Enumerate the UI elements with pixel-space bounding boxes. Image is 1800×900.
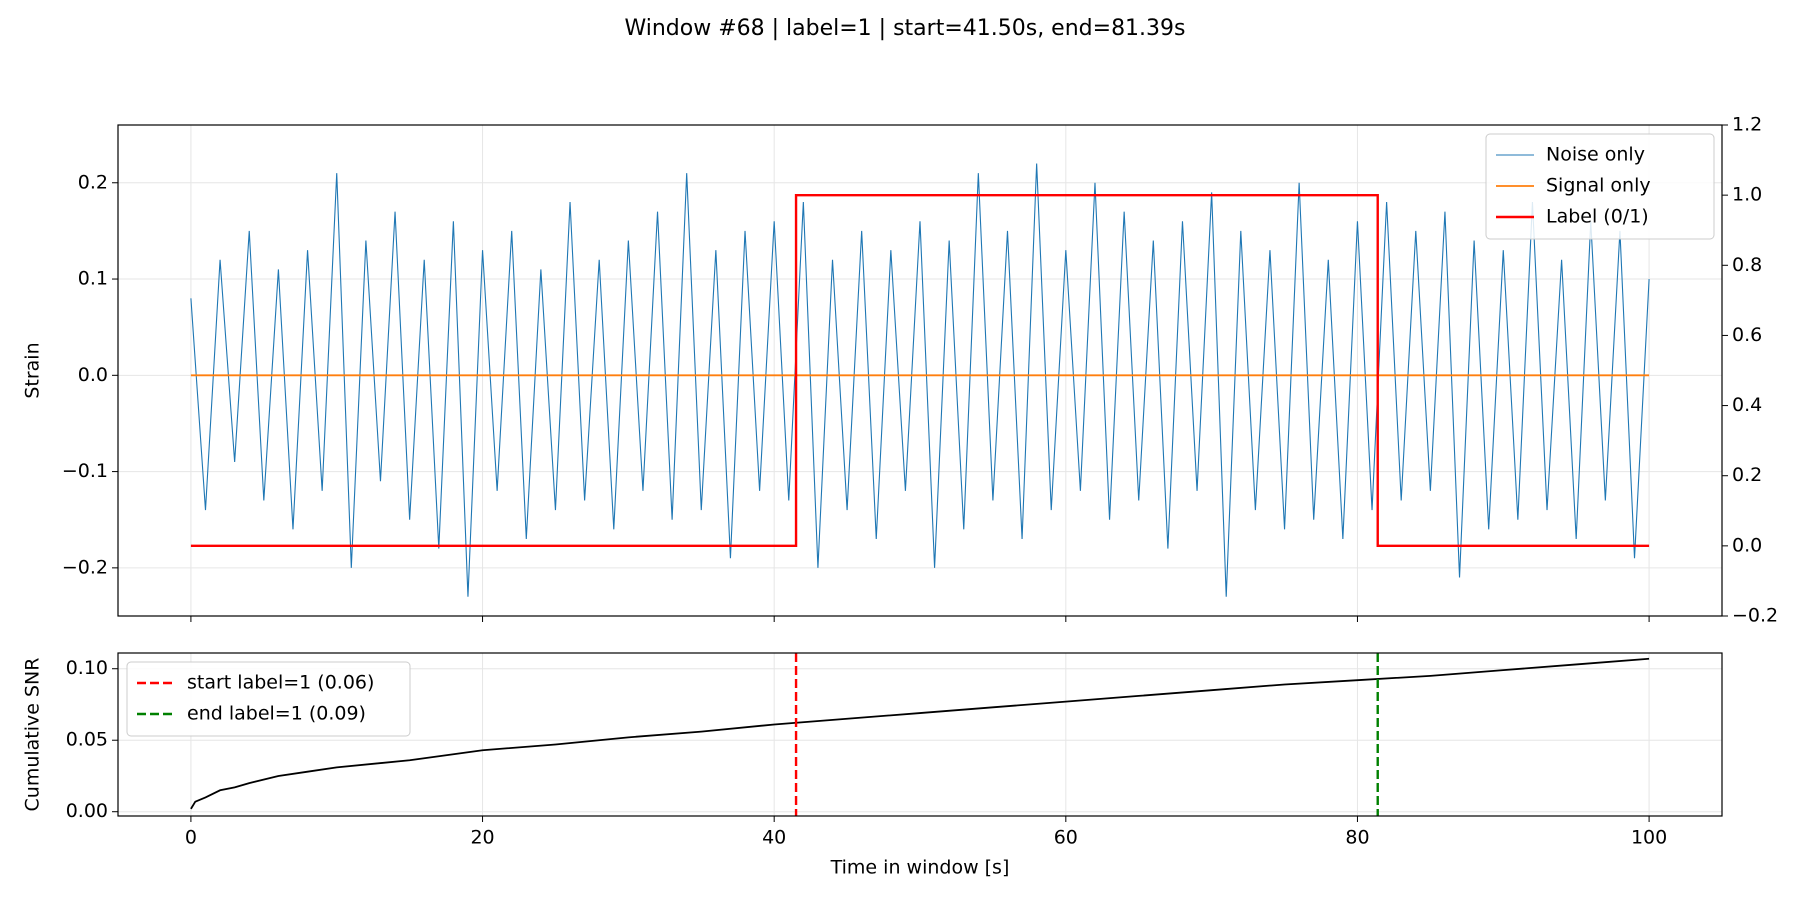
legend-label: Signal only [1546, 175, 1651, 197]
x-tick-label: 80 [1345, 827, 1369, 849]
y-tick-label: −0.2 [62, 556, 108, 578]
x-tick-label: 20 [470, 827, 494, 849]
y-tick-label: 0.0 [78, 364, 108, 386]
axes: −0.2 −0.1 0.0 0.1 0.2 −0.2 0.0 0.2 0.4 0.6 0.8 1.0 1… [22, 114, 1779, 627]
x-tick-label: 40 [762, 827, 786, 849]
x-tick-label: 100 [1631, 827, 1667, 849]
plot-area [190, 163, 1650, 597]
y2-tick-label: −0.2 [1732, 605, 1778, 627]
axes: 0 20 40 60 80 100 0.00 0.05 0.10 start label=1 (0… [22, 652, 1723, 879]
series-line [190, 657, 1650, 810]
x-axis-label: Time in window [s] [830, 857, 1010, 879]
legend: start label=1 (0.06) end label=1 (0.09) [126, 661, 411, 737]
y-tick-label: 0.2 [78, 171, 108, 193]
legend-label: start label=1 (0.06) [187, 672, 374, 694]
y2-tick-label: 0.2 [1732, 464, 1762, 486]
y2-tick-label: 0.4 [1732, 394, 1762, 416]
axes-frame [117, 652, 1723, 817]
y2-tick-label: 1.0 [1732, 184, 1762, 206]
y-tick-label: 0.00 [66, 800, 108, 822]
axes-frame [117, 124, 1723, 617]
y-axis-label: Strain [22, 342, 44, 398]
figure-title: Window #68 | label=1 | start=41.50s, end… [624, 16, 1185, 41]
y-tick-label: 0.10 [66, 657, 108, 679]
legend-label: Noise only [1546, 144, 1645, 166]
y2-tick-label: 0.0 [1732, 534, 1762, 556]
legend-box [126, 661, 411, 737]
plot-area [190, 653, 1650, 816]
legend-label: end label=1 (0.09) [187, 703, 366, 725]
legend-box [1485, 133, 1715, 240]
series-line [190, 193, 1650, 548]
x-tick-label: 0 [185, 827, 197, 849]
y2-tick-label: 0.8 [1732, 254, 1762, 276]
y2-tick-label: 0.6 [1732, 324, 1762, 346]
y-tick-label: 0.05 [66, 729, 108, 751]
y-tick-label: −0.1 [62, 460, 108, 482]
legend: Noise only Signal only Label (0/1) [1485, 133, 1715, 240]
y-tick-label: 0.1 [78, 268, 108, 290]
y2-tick-label: 1.2 [1732, 114, 1762, 136]
legend-label: Label (0/1) [1546, 206, 1649, 228]
series-line [190, 163, 1650, 597]
x-tick-label: 60 [1054, 827, 1078, 849]
y-axis-label: Cumulative SNR [22, 658, 44, 812]
